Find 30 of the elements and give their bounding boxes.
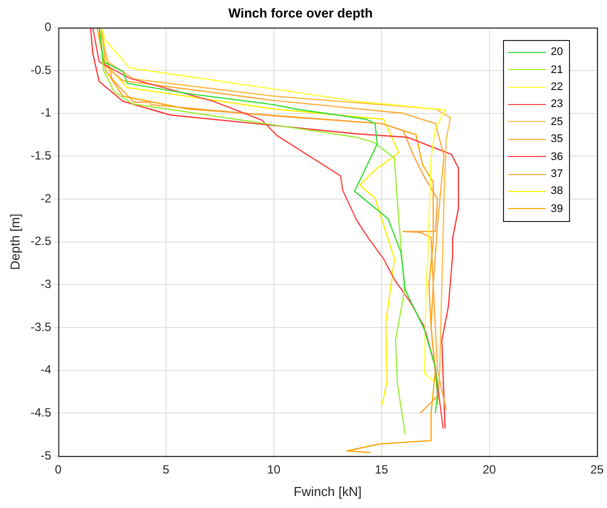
x-tick-label: 5	[162, 462, 170, 477]
y-tick-label: -2.5	[30, 234, 52, 248]
legend-label: 35	[550, 133, 563, 146]
legend-label: 38	[550, 185, 563, 198]
y-axis-title: Depth [m]	[7, 214, 22, 270]
y-tick-label: -1	[40, 106, 52, 120]
legend-label: 22	[550, 81, 563, 94]
y-tick-label: -0.5	[30, 62, 52, 77]
legend-label: 36	[550, 150, 563, 163]
y-tick-label: -2	[40, 191, 52, 206]
y-tick-label: -4.5	[30, 405, 52, 420]
legend-label: 39	[550, 202, 563, 215]
legend-label: 20	[550, 46, 563, 58]
y-tick-label: -4	[40, 362, 52, 377]
x-tick-label: 0	[54, 462, 62, 477]
y-tick-label: -1.5	[30, 148, 52, 162]
legend-label: 23	[550, 98, 563, 110]
y-tick-label: 0	[44, 20, 52, 34]
x-tick-label: 10	[267, 462, 281, 477]
x-tick-label: 20	[482, 462, 496, 477]
y-tick-label: -3.5	[30, 320, 52, 334]
x-axis-title: Fwinch [kN]	[294, 484, 362, 499]
chart-title: Winch force over depth	[228, 5, 373, 20]
x-tick-label: 15	[374, 462, 389, 477]
legend-label: 37	[550, 168, 563, 180]
legend-label: 21	[550, 64, 563, 76]
y-tick-label: -3	[40, 276, 52, 291]
y-tick-label: -5	[40, 448, 52, 462]
x-tick-label: 25	[590, 462, 604, 477]
legend-label: 25	[550, 116, 563, 128]
